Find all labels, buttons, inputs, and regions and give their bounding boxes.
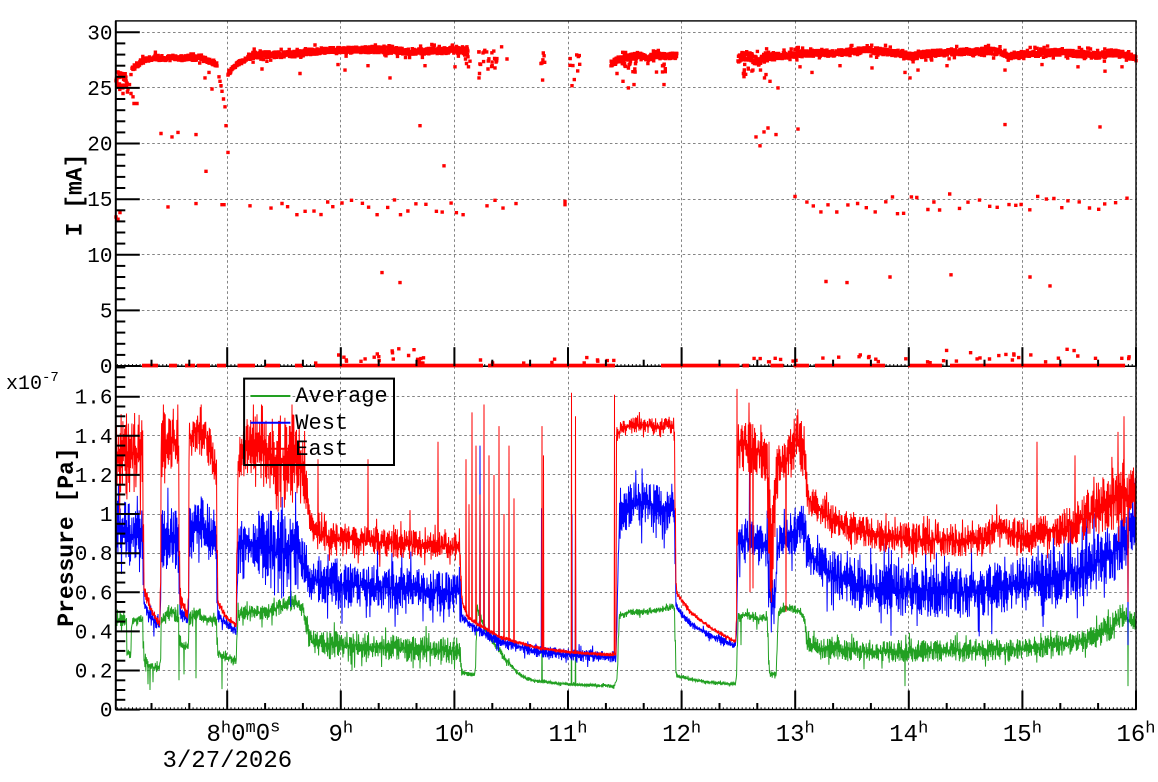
svg-text:0.8: 0.8 bbox=[75, 544, 113, 567]
svg-text:0.2: 0.2 bbox=[75, 662, 113, 685]
svg-text:Pressure [Pa]: Pressure [Pa] bbox=[54, 447, 80, 626]
svg-text:15h: 15h bbox=[1003, 720, 1042, 750]
svg-text:5: 5 bbox=[100, 301, 113, 324]
svg-text:25: 25 bbox=[87, 79, 112, 102]
svg-text:12h: 12h bbox=[662, 720, 701, 750]
svg-text:16h: 16h bbox=[1116, 720, 1155, 750]
svg-text:1.6: 1.6 bbox=[75, 388, 113, 411]
svg-text:3/27/2026: 3/27/2026 bbox=[163, 748, 293, 775]
svg-text:I [mA]: I [mA] bbox=[63, 154, 89, 237]
svg-text:0: 0 bbox=[100, 357, 113, 380]
svg-text:11h: 11h bbox=[548, 720, 587, 750]
svg-text:West: West bbox=[295, 411, 348, 436]
svg-text:8h0m0s: 8h0m0s bbox=[207, 719, 281, 750]
svg-text:1: 1 bbox=[100, 505, 113, 528]
svg-text:1.4: 1.4 bbox=[75, 427, 113, 450]
svg-text:0: 0 bbox=[100, 701, 113, 724]
svg-text:1.2: 1.2 bbox=[75, 466, 113, 489]
svg-text:0.6: 0.6 bbox=[75, 583, 113, 606]
svg-text:10h: 10h bbox=[435, 720, 474, 750]
svg-text:14h: 14h bbox=[889, 720, 928, 750]
svg-text:Average: Average bbox=[295, 384, 387, 409]
svg-text:15: 15 bbox=[87, 190, 112, 213]
svg-text:East: East bbox=[295, 437, 348, 462]
svg-text:20: 20 bbox=[87, 135, 112, 158]
svg-text:10: 10 bbox=[87, 246, 112, 269]
svg-text:0.4: 0.4 bbox=[75, 622, 113, 645]
svg-text:13h: 13h bbox=[776, 720, 815, 750]
svg-text:30: 30 bbox=[87, 23, 112, 46]
svg-text:9h: 9h bbox=[328, 720, 353, 750]
